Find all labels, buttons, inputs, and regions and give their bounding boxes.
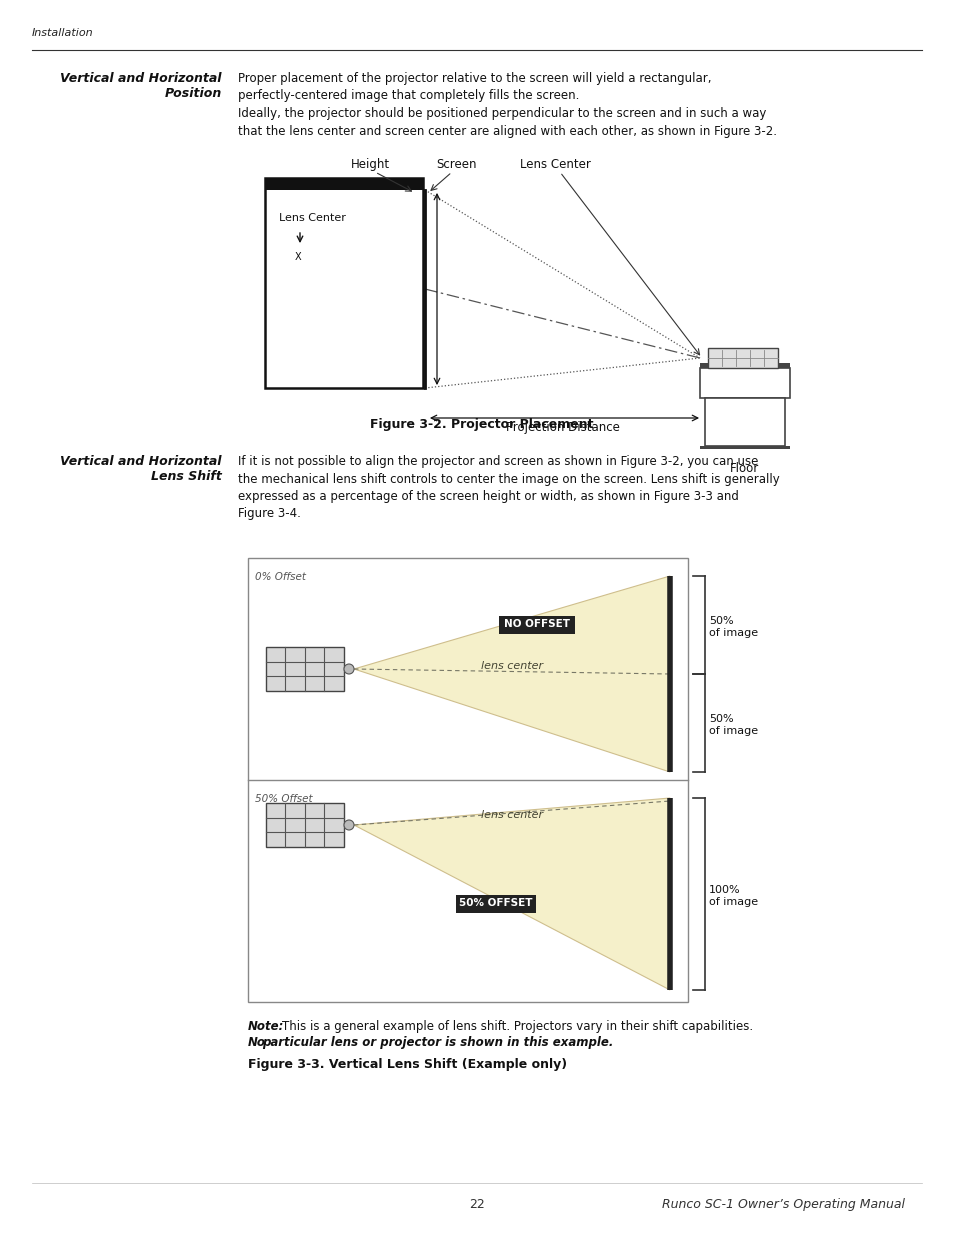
Text: Height: Height bbox=[350, 158, 389, 170]
Text: Lens Center: Lens Center bbox=[278, 212, 346, 224]
Text: Proper placement of the projector relative to the screen will yield a rectangula: Proper placement of the projector relati… bbox=[237, 72, 711, 103]
Circle shape bbox=[344, 820, 354, 830]
Bar bbox=[707, 348, 778, 368]
Text: X: X bbox=[294, 252, 301, 262]
Text: lens center: lens center bbox=[480, 661, 542, 671]
Text: This is a general example of lens shift. Projectors vary in their shift capabili: This is a general example of lens shift.… bbox=[282, 1020, 752, 1032]
Text: Ideally, the projector should be positioned perpendicular to the screen and in s: Ideally, the projector should be positio… bbox=[237, 107, 776, 137]
Text: 50% OFFSET: 50% OFFSET bbox=[459, 898, 533, 908]
Text: NO OFFSET: NO OFFSET bbox=[504, 619, 570, 629]
Bar bbox=[265, 178, 422, 190]
Bar bbox=[248, 558, 687, 1002]
Bar bbox=[265, 178, 422, 388]
Text: 22: 22 bbox=[469, 1198, 484, 1212]
Text: Lens Shift: Lens Shift bbox=[151, 471, 222, 483]
Bar bbox=[700, 368, 789, 398]
Text: particular lens or projector is shown in this example.: particular lens or projector is shown in… bbox=[262, 1036, 613, 1049]
Text: Vertical and Horizontal: Vertical and Horizontal bbox=[60, 72, 222, 85]
Bar bbox=[700, 363, 789, 368]
Text: 100%
of image: 100% of image bbox=[708, 885, 758, 906]
Bar bbox=[266, 803, 344, 847]
Text: If it is not possible to align the projector and screen as shown in Figure 3-2, : If it is not possible to align the proje… bbox=[237, 454, 779, 520]
Text: Runco SC-1 Owner’s Operating Manual: Runco SC-1 Owner’s Operating Manual bbox=[661, 1198, 904, 1212]
Text: lens center: lens center bbox=[480, 810, 542, 820]
Text: 50% Offset: 50% Offset bbox=[254, 794, 313, 804]
Bar bbox=[704, 398, 784, 446]
Polygon shape bbox=[354, 576, 669, 772]
Polygon shape bbox=[354, 798, 669, 990]
Bar bbox=[498, 616, 575, 634]
Text: Screen: Screen bbox=[436, 158, 476, 170]
Text: Floor: Floor bbox=[730, 462, 759, 475]
Bar bbox=[266, 647, 344, 692]
Text: 0% Offset: 0% Offset bbox=[254, 572, 306, 582]
Bar bbox=[456, 895, 536, 913]
Bar bbox=[700, 446, 789, 450]
Text: Figure 3-3. Vertical Lens Shift (Example only): Figure 3-3. Vertical Lens Shift (Example… bbox=[248, 1058, 566, 1071]
Text: Projection Distance: Projection Distance bbox=[505, 421, 618, 433]
Text: Lens Center: Lens Center bbox=[519, 158, 590, 170]
Text: Figure 3-2. Projector Placement: Figure 3-2. Projector Placement bbox=[370, 417, 593, 431]
Circle shape bbox=[344, 664, 354, 674]
Text: 50%
of image: 50% of image bbox=[708, 714, 758, 736]
Text: Position: Position bbox=[165, 86, 222, 100]
Text: Vertical and Horizontal: Vertical and Horizontal bbox=[60, 454, 222, 468]
Text: 50%
of image: 50% of image bbox=[708, 616, 758, 637]
Text: No: No bbox=[248, 1036, 266, 1049]
Text: Installation: Installation bbox=[32, 28, 93, 38]
Text: Note:: Note: bbox=[248, 1020, 284, 1032]
